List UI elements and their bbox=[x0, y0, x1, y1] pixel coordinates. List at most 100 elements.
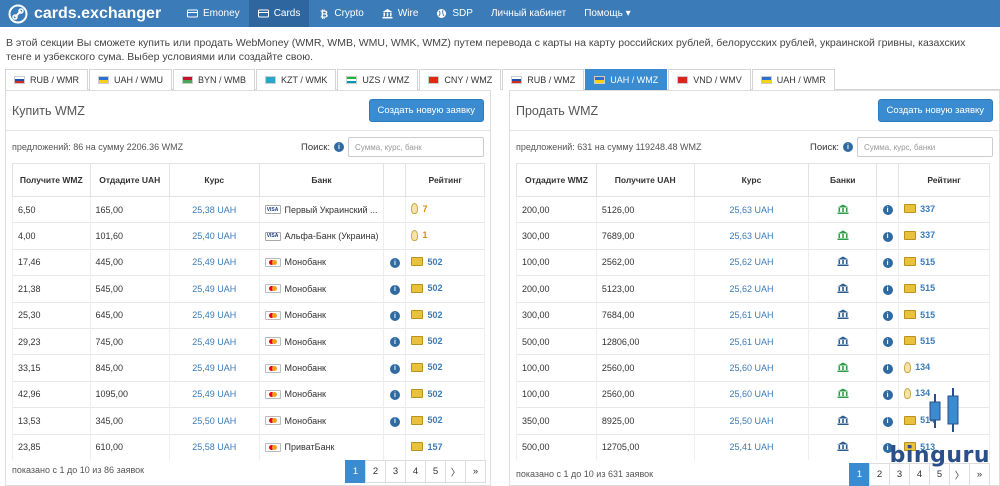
info-icon[interactable]: i bbox=[389, 416, 400, 427]
rating[interactable]: 515 bbox=[904, 336, 935, 346]
exchange-rate[interactable]: 25,62 UAH bbox=[693, 275, 810, 303]
info-icon[interactable]: i bbox=[882, 311, 893, 321]
exchange-rate[interactable]: 25,49 UAH bbox=[169, 248, 260, 276]
table-row[interactable]: 25,30 645,00 25,49 UAH Монобанк i 502 bbox=[12, 301, 485, 329]
table-row[interactable]: 300,00 7689,00 25,63 UAH i 337 bbox=[516, 222, 990, 250]
info-icon[interactable]: i bbox=[389, 363, 400, 374]
exchange-rate[interactable]: 25,49 UAH bbox=[169, 380, 260, 408]
exchange-rate[interactable]: 25,50 UAH bbox=[169, 407, 260, 435]
rating[interactable]: 514 bbox=[904, 415, 935, 425]
info-icon[interactable]: i bbox=[389, 337, 400, 348]
exchange-rate[interactable]: 25,49 UAH bbox=[169, 327, 260, 355]
table-row[interactable]: 350,00 8925,00 25,50 UAH i 514 bbox=[516, 407, 990, 435]
tab-cnywmz[interactable]: CNY / WMZ bbox=[419, 69, 502, 90]
table-row[interactable]: 200,00 5123,00 25,62 UAH i 515 bbox=[516, 275, 990, 303]
info-icon[interactable]: i bbox=[389, 258, 400, 269]
info-icon[interactable]: i bbox=[882, 231, 893, 242]
table-row[interactable]: 100,00 2562,00 25,62 UAH i 515 bbox=[516, 248, 990, 276]
sell-create-order-button[interactable]: Создать новую заявку bbox=[877, 99, 993, 122]
table-row[interactable]: 4,00 101,60 25,40 UAH VISA Альфа-Банк (Украи… bbox=[12, 222, 485, 250]
column-header[interactable]: Курс bbox=[693, 163, 810, 197]
column-header[interactable]: Отдадите WMZ bbox=[516, 163, 597, 197]
rating[interactable]: 502 bbox=[411, 283, 443, 293]
table-row[interactable]: 23,85 610,00 25,58 UAH ПриватБанк 157 bbox=[12, 433, 485, 461]
tab-uzswmz[interactable]: UZS / WMZ bbox=[337, 69, 419, 90]
table-row[interactable]: 500,00 12806,00 25,61 UAH i 515 bbox=[516, 327, 990, 355]
rating[interactable]: 134 bbox=[904, 361, 930, 373]
nav-item-3[interactable]: Wire bbox=[373, 0, 428, 27]
exchange-rate[interactable]: 25,63 UAH bbox=[693, 222, 810, 250]
nav-item-6[interactable]: Помощь ▾ bbox=[575, 0, 639, 27]
exchange-rate[interactable]: 25,61 UAH bbox=[693, 327, 810, 355]
tab-kztwmk[interactable]: KZT / WMK bbox=[256, 69, 337, 90]
column-header[interactable]: Рейтинг bbox=[405, 163, 485, 197]
rating[interactable]: 134 bbox=[904, 387, 930, 399]
rating[interactable]: 513 bbox=[904, 442, 935, 452]
nav-item-4[interactable]: SDP bbox=[427, 0, 482, 27]
info-icon[interactable]: i bbox=[882, 258, 893, 269]
info-icon[interactable]: i bbox=[882, 416, 893, 427]
rating[interactable]: 502 bbox=[411, 362, 443, 372]
table-row[interactable]: 100,00 2560,00 25,60 UAH i 134 bbox=[516, 380, 990, 408]
rating[interactable]: 515 bbox=[904, 310, 935, 320]
column-header[interactable]: Отдадите UAH bbox=[89, 163, 171, 197]
exchange-rate[interactable]: 25,50 UAH bbox=[693, 407, 810, 435]
table-row[interactable]: 33,15 845,00 25,49 UAH Монобанк i 502 bbox=[12, 354, 485, 382]
table-row[interactable]: 100,00 2560,00 25,60 UAH i 134 bbox=[516, 354, 990, 382]
page-button[interactable]: 3 bbox=[385, 460, 406, 483]
exchange-rate[interactable]: 25,58 UAH bbox=[169, 433, 260, 461]
tab-uahwmz[interactable]: UAH / WMZ bbox=[585, 69, 668, 90]
rating[interactable]: 515 bbox=[904, 283, 935, 293]
sell-search-input[interactable]: Сумма, курс, банки bbox=[857, 137, 993, 157]
exchange-rate[interactable]: 25,49 UAH bbox=[169, 275, 260, 303]
exchange-rate[interactable]: 25,41 UAH bbox=[693, 433, 810, 461]
table-row[interactable]: 17,46 445,00 25,49 UAH Монобанк i 502 bbox=[12, 248, 485, 276]
page-button[interactable]: 2 bbox=[365, 460, 386, 483]
table-row[interactable]: 200,00 5126,00 25,63 UAH i 337 bbox=[516, 195, 990, 223]
info-icon[interactable]: i bbox=[882, 337, 893, 348]
rating[interactable]: 337 bbox=[904, 230, 935, 240]
tab-uahwmr[interactable]: UAH / WMR bbox=[751, 69, 835, 90]
rating[interactable]: 515 bbox=[904, 257, 935, 267]
nav-item-2[interactable]: ₿ Crypto bbox=[309, 0, 372, 27]
page-button[interactable]: 1 bbox=[345, 460, 366, 483]
info-icon[interactable]: i bbox=[389, 390, 400, 401]
rating[interactable]: 7 bbox=[411, 203, 427, 215]
nav-item-1[interactable]: Cards bbox=[248, 0, 310, 27]
info-icon[interactable]: i bbox=[882, 205, 893, 216]
table-row[interactable]: 6,50 165,00 25,38 UAH VISA Первый Украинский… bbox=[12, 195, 485, 223]
exchange-rate[interactable]: 25,60 UAH bbox=[693, 354, 810, 382]
info-icon[interactable]: i bbox=[882, 363, 893, 374]
rating[interactable]: 337 bbox=[904, 204, 935, 214]
rating[interactable]: 1 bbox=[411, 229, 427, 241]
info-icon[interactable]: i bbox=[882, 284, 893, 295]
exchange-rate[interactable]: 25,49 UAH bbox=[169, 301, 260, 329]
table-row[interactable]: 300,00 7684,00 25,61 UAH i 515 bbox=[516, 301, 990, 329]
exchange-rate[interactable]: 25,49 UAH bbox=[169, 354, 260, 382]
table-row[interactable]: 500,00 12705,00 25,41 UAH i 513 bbox=[516, 433, 990, 461]
exchange-rate[interactable]: 25,62 UAH bbox=[693, 248, 810, 276]
column-header[interactable]: Банки bbox=[808, 163, 878, 197]
column-header[interactable] bbox=[876, 163, 900, 197]
tab-uahwmu[interactable]: UAH / WMU bbox=[89, 69, 172, 90]
exchange-rate[interactable]: 25,38 UAH bbox=[169, 195, 260, 223]
exchange-rate[interactable]: 25,63 UAH bbox=[693, 195, 810, 223]
page-button[interactable]: 2 bbox=[869, 463, 890, 486]
brand-logo[interactable]: cards.exchanger bbox=[8, 0, 178, 27]
nav-item-5[interactable]: Личный кабинет bbox=[482, 0, 575, 27]
info-icon[interactable]: i bbox=[389, 284, 400, 295]
page-button[interactable]: 5 bbox=[425, 460, 446, 483]
table-row[interactable]: 29,23 745,00 25,49 UAH Монобанк i 502 bbox=[12, 327, 485, 355]
rating[interactable]: 502 bbox=[411, 415, 443, 425]
column-header[interactable]: Банк bbox=[258, 163, 385, 197]
info-icon[interactable]: i bbox=[843, 142, 853, 152]
page-button[interactable]: 1 bbox=[849, 463, 870, 486]
rating[interactable]: 502 bbox=[411, 257, 443, 267]
page-button[interactable]: 〉 bbox=[445, 460, 466, 483]
column-header[interactable]: Получите WMZ bbox=[12, 163, 91, 197]
table-row[interactable]: 42,96 1095,00 25,49 UAH Монобанк i 502 bbox=[12, 380, 485, 408]
page-button[interactable]: 4 bbox=[405, 460, 426, 483]
rating[interactable]: 502 bbox=[411, 336, 443, 346]
rating[interactable]: 157 bbox=[411, 442, 443, 452]
rating[interactable]: 502 bbox=[411, 389, 443, 399]
